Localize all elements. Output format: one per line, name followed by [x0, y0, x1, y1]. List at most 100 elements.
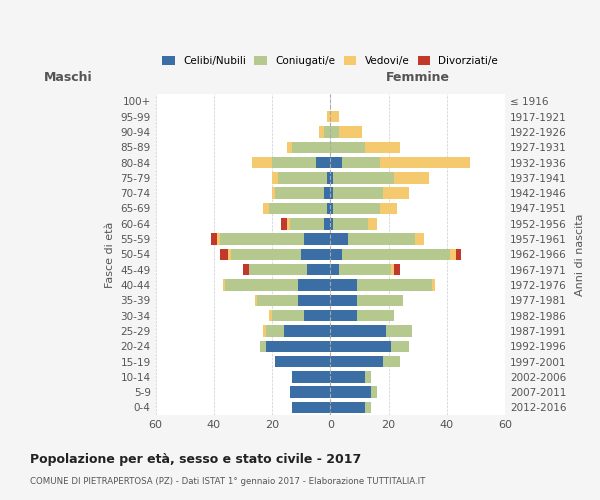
Text: Maschi: Maschi [44, 71, 92, 84]
Bar [331, 234, 348, 245]
Y-axis label: Fasce di età: Fasce di età [105, 221, 115, 288]
Bar [342, 248, 450, 260]
Bar [298, 280, 331, 291]
Bar [272, 188, 275, 199]
Bar [348, 234, 415, 245]
Bar [365, 371, 371, 382]
Bar [281, 218, 287, 230]
Bar [342, 157, 380, 168]
Y-axis label: Anni di nascita: Anni di nascita [575, 213, 585, 296]
Bar [269, 203, 328, 214]
Bar [263, 325, 266, 336]
Bar [368, 218, 377, 230]
Bar [415, 234, 424, 245]
Text: Popolazione per età, sesso e stato civile - 2017: Popolazione per età, sesso e stato civil… [30, 452, 361, 466]
Bar [243, 264, 249, 276]
Bar [254, 294, 257, 306]
Bar [331, 172, 333, 184]
Bar [331, 371, 365, 382]
Bar [394, 172, 430, 184]
Bar [249, 264, 307, 276]
Bar [331, 248, 342, 260]
Bar [290, 218, 325, 230]
Bar [304, 310, 331, 322]
Bar [450, 248, 455, 260]
Bar [386, 325, 412, 336]
Bar [383, 356, 400, 368]
Bar [251, 157, 272, 168]
Bar [356, 280, 432, 291]
Bar [331, 325, 386, 336]
Bar [331, 310, 356, 322]
Bar [287, 142, 292, 153]
Bar [325, 188, 331, 199]
Bar [287, 218, 290, 230]
Bar [266, 340, 331, 352]
Bar [331, 126, 339, 138]
Bar [331, 111, 339, 122]
Bar [231, 248, 301, 260]
Bar [292, 371, 331, 382]
Bar [380, 203, 397, 214]
Legend: Celibi/Nubili, Coniugati/e, Vedovi/e, Divorziati/e: Celibi/Nubili, Coniugati/e, Vedovi/e, Di… [160, 54, 500, 68]
Bar [316, 157, 331, 168]
Bar [304, 234, 331, 245]
Bar [331, 280, 356, 291]
Bar [328, 111, 331, 122]
Bar [272, 172, 278, 184]
Bar [339, 126, 362, 138]
Bar [331, 264, 339, 276]
Bar [391, 340, 409, 352]
Text: Femmine: Femmine [386, 71, 449, 84]
Bar [290, 386, 331, 398]
Bar [331, 203, 333, 214]
Bar [331, 386, 371, 398]
Bar [226, 280, 298, 291]
Bar [229, 248, 231, 260]
Bar [331, 356, 383, 368]
Bar [217, 234, 220, 245]
Bar [331, 188, 333, 199]
Bar [328, 203, 331, 214]
Bar [331, 157, 342, 168]
Bar [272, 157, 316, 168]
Bar [298, 294, 331, 306]
Bar [257, 294, 298, 306]
Bar [331, 340, 391, 352]
Bar [432, 280, 435, 291]
Bar [383, 188, 409, 199]
Bar [220, 248, 229, 260]
Bar [307, 264, 331, 276]
Bar [331, 218, 333, 230]
Bar [319, 126, 325, 138]
Bar [333, 172, 394, 184]
Bar [333, 188, 383, 199]
Bar [356, 294, 403, 306]
Bar [394, 264, 400, 276]
Bar [331, 294, 356, 306]
Bar [292, 402, 331, 413]
Bar [333, 203, 380, 214]
Bar [211, 234, 217, 245]
Bar [333, 218, 368, 230]
Bar [266, 325, 284, 336]
Bar [371, 386, 377, 398]
Bar [391, 264, 394, 276]
Bar [331, 402, 365, 413]
Bar [278, 172, 328, 184]
Bar [339, 264, 391, 276]
Bar [272, 310, 304, 322]
Bar [380, 157, 470, 168]
Bar [269, 310, 272, 322]
Bar [260, 340, 266, 352]
Bar [325, 218, 331, 230]
Bar [275, 188, 325, 199]
Bar [356, 310, 394, 322]
Bar [328, 172, 331, 184]
Bar [263, 203, 269, 214]
Bar [223, 280, 226, 291]
Bar [331, 142, 365, 153]
Bar [292, 142, 331, 153]
Bar [365, 142, 400, 153]
Bar [275, 356, 331, 368]
